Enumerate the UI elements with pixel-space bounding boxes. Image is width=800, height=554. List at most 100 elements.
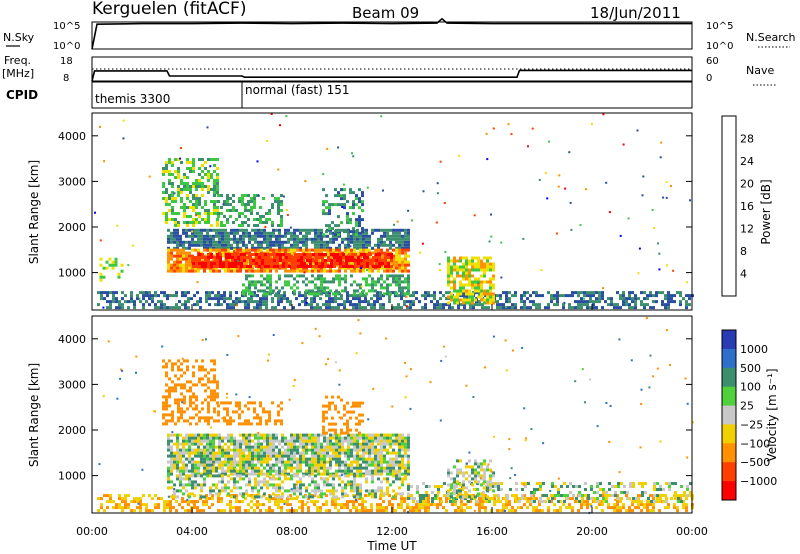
power-cell: [253, 224, 256, 227]
power-cell: [142, 303, 145, 307]
power-cell: [290, 248, 293, 252]
velocity-cell: [193, 500, 196, 504]
power-cell: [224, 237, 227, 241]
power-cell: [265, 303, 268, 307]
velocity-cell: [212, 457, 215, 461]
velocity-cell: [212, 489, 215, 493]
velocity-cell: [230, 466, 233, 470]
power-cell: [338, 248, 341, 252]
velocity-cell: [221, 477, 224, 481]
velocity-cell: [347, 448, 350, 452]
power-cell: [381, 259, 384, 262]
velocity-cell: [277, 503, 280, 507]
velocity-cell: [332, 483, 335, 487]
power-cell: [505, 300, 508, 304]
velocity-cell: [278, 489, 281, 493]
power-cell: [352, 206, 355, 210]
power-cell: [447, 256, 450, 260]
power-cell: [281, 248, 284, 252]
velocity-cell: [290, 489, 293, 493]
velocity-cell: [559, 506, 562, 510]
power-cell: [269, 269, 272, 273]
power-cell: [598, 294, 601, 298]
velocity-cell: [383, 454, 386, 458]
velocity-cell: [391, 497, 394, 501]
velocity-cell: [394, 497, 397, 501]
power-cell: [523, 303, 526, 307]
power-cell: [293, 228, 296, 232]
power-cell: [486, 262, 489, 266]
power-cell: [284, 246, 287, 250]
velocity-cell: [254, 477, 257, 481]
velocity-cell: [203, 460, 206, 464]
velocity-cell: [317, 436, 320, 440]
power-cell: [299, 231, 302, 235]
velocity-cell: [377, 439, 380, 443]
velocity-cell: [197, 445, 200, 449]
power-cell: [209, 228, 212, 232]
power-cell: [284, 283, 287, 287]
velocity-cell: [362, 433, 365, 437]
velocity-cell: [365, 466, 368, 470]
power-cell: [463, 291, 466, 295]
velocity-cell: [404, 442, 407, 446]
power-cell: [138, 297, 141, 300]
velocity-cell: [347, 480, 350, 484]
power-cell: [358, 306, 361, 310]
power-cell: [263, 228, 266, 232]
power-cell: [187, 300, 190, 304]
velocity-cell: [376, 503, 379, 507]
velocity-cell: [218, 474, 221, 478]
power-cell: [193, 303, 196, 307]
velocity-cell: [179, 433, 182, 437]
velocity-cell: [284, 469, 287, 473]
velocity-cell: [314, 454, 317, 458]
power-cell: [240, 259, 243, 262]
power-cell: [574, 306, 577, 310]
power-cell: [142, 297, 145, 301]
power-cell: [266, 237, 269, 241]
velocity-cell: [266, 474, 269, 478]
power-cell: [311, 260, 314, 264]
velocity-cell: [631, 509, 634, 513]
power-cell: [280, 297, 283, 301]
velocity-cell: [266, 483, 269, 487]
velocity-cell: [198, 410, 201, 414]
velocity-cell: [212, 460, 215, 464]
power-cell: [285, 209, 288, 212]
power-cell: [111, 263, 115, 267]
power-cell: [192, 194, 195, 197]
velocity-cell: [185, 457, 188, 461]
velocity-cell: [317, 495, 320, 499]
power-cell: [249, 253, 252, 256]
velocity-cell: [204, 368, 207, 372]
velocity-cell: [335, 489, 338, 493]
power-cell: [132, 244, 135, 247]
velocity-cell: [242, 460, 245, 464]
velocity-cell: [323, 439, 326, 443]
power-cell: [207, 212, 210, 215]
power-cell: [198, 262, 201, 265]
power-cell: [267, 265, 270, 268]
power-cell: [207, 221, 210, 224]
velocity-cell: [392, 463, 395, 467]
power-cell: [165, 164, 168, 167]
velocity-cell: [162, 416, 165, 420]
noise-left-tick-bottom: 10^0: [53, 41, 80, 52]
power-cell: [453, 280, 456, 284]
power-cell: [216, 188, 219, 191]
power-cell: [502, 303, 505, 307]
power-cell: [386, 266, 389, 270]
power-cell: [201, 253, 204, 256]
velocity-cell: [290, 448, 293, 452]
power-cell: [577, 300, 580, 304]
velocity-cell: [302, 472, 305, 476]
power-cell: [369, 253, 372, 256]
power-cell: [276, 253, 279, 256]
power-cell: [330, 265, 333, 268]
power-cell: [314, 292, 317, 296]
power-cell: [465, 301, 468, 305]
velocity-cell: [290, 477, 293, 481]
power-cell: [547, 291, 550, 295]
power-cell: [182, 266, 185, 270]
